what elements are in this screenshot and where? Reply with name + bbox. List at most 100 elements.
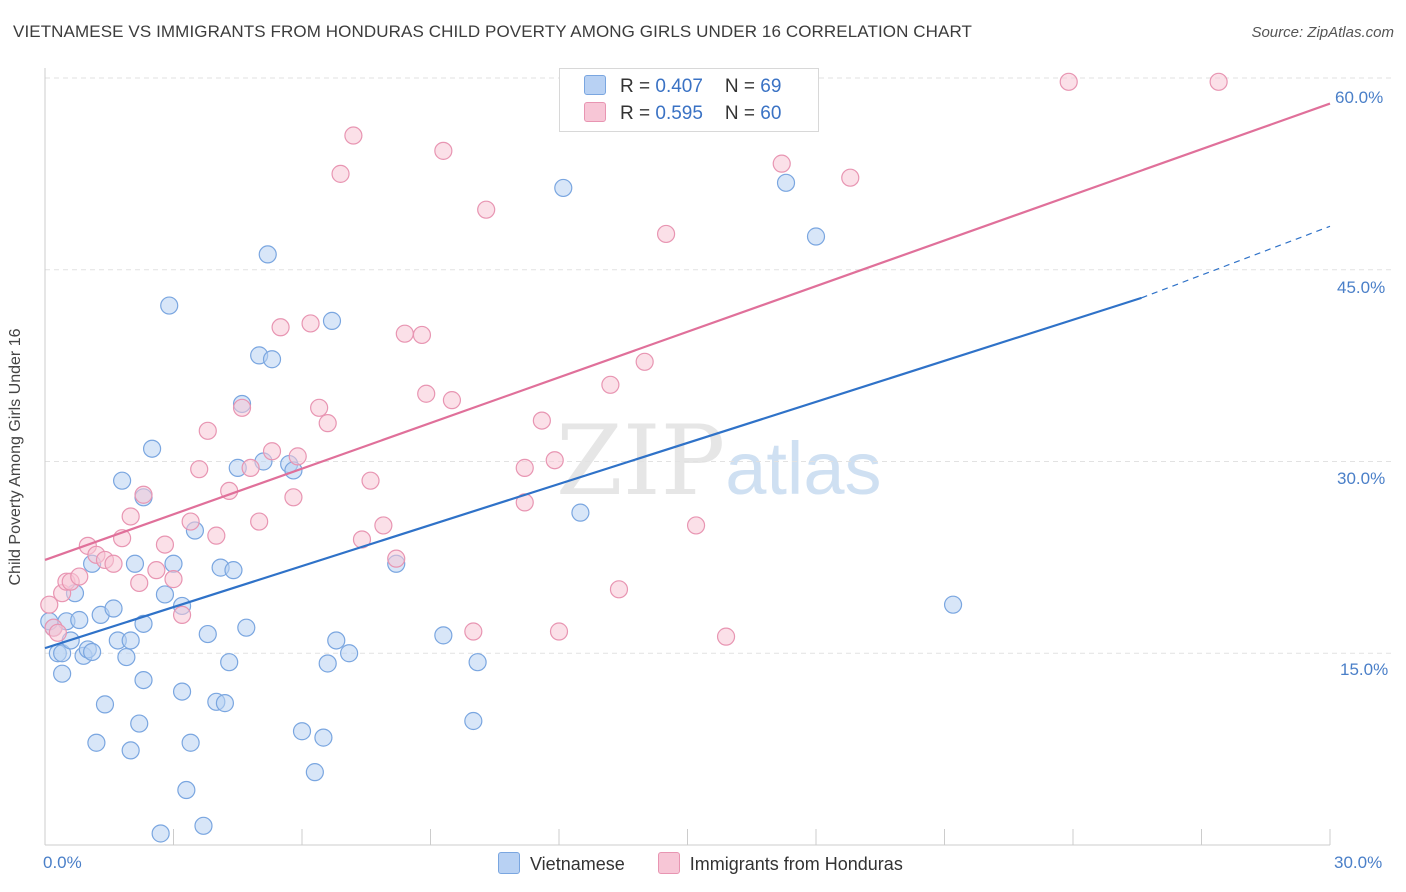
point-honduras xyxy=(164,570,183,589)
y-tick-label-15: 15.0% xyxy=(1340,660,1389,679)
point-honduras xyxy=(434,141,453,160)
point-honduras xyxy=(155,535,175,554)
point-vietnamese xyxy=(327,631,346,650)
legend-label-honduras: Immigrants from Honduras xyxy=(689,854,903,874)
point-honduras xyxy=(331,164,350,183)
point-vietnamese xyxy=(121,741,140,760)
point-honduras xyxy=(464,622,483,641)
point-honduras xyxy=(1059,72,1078,91)
point-honduras xyxy=(609,580,629,599)
point-honduras xyxy=(545,451,564,470)
point-vietnamese xyxy=(53,664,72,683)
point-honduras xyxy=(395,324,414,343)
point-honduras xyxy=(70,567,89,586)
point-honduras xyxy=(147,561,166,580)
point-honduras xyxy=(250,512,269,531)
point-vietnamese xyxy=(117,647,136,667)
legend-swatch-blue xyxy=(498,852,520,874)
point-honduras xyxy=(301,314,320,333)
point-honduras xyxy=(716,627,736,646)
point-vietnamese xyxy=(95,695,115,714)
point-honduras xyxy=(48,623,67,642)
y-tick-label-30: 30.0% xyxy=(1337,469,1386,488)
point-vietnamese xyxy=(220,653,239,672)
point-vietnamese xyxy=(468,653,487,672)
trendline-vietnamese xyxy=(44,296,1142,650)
point-vietnamese xyxy=(262,350,282,369)
point-honduras xyxy=(207,526,226,545)
legend-n-label: N = xyxy=(724,103,761,124)
point-honduras xyxy=(601,375,620,394)
legend-swatch-pink xyxy=(657,852,680,874)
trendline-honduras xyxy=(44,102,1331,561)
point-vietnamese xyxy=(160,296,179,315)
point-vietnamese xyxy=(53,644,72,663)
point-vietnamese xyxy=(198,624,217,644)
point-honduras xyxy=(442,391,462,410)
point-vietnamese xyxy=(258,245,277,264)
point-honduras xyxy=(284,488,303,507)
y-tick-label-45: 45.0% xyxy=(1337,278,1386,297)
legend-label-vietnamese: Vietnamese xyxy=(530,854,625,874)
point-honduras xyxy=(374,516,393,535)
legend-swatch-pink xyxy=(584,102,606,122)
legend-r-value: 0.595 xyxy=(655,103,703,124)
point-vietnamese xyxy=(292,722,312,741)
point-honduras xyxy=(635,352,654,371)
point-vietnamese xyxy=(224,561,243,580)
point-vietnamese xyxy=(322,311,342,330)
point-vietnamese xyxy=(177,780,196,800)
y-tick-label-60: 60.0% xyxy=(1335,88,1384,107)
point-vietnamese xyxy=(130,714,149,733)
watermark-atlas: atlas xyxy=(725,427,882,510)
legend-n-value: 69 xyxy=(760,76,782,97)
point-vietnamese xyxy=(112,471,132,490)
point-vietnamese xyxy=(125,554,145,573)
point-vietnamese xyxy=(181,733,200,752)
point-honduras xyxy=(190,460,209,479)
point-vietnamese xyxy=(318,654,337,673)
point-vietnamese xyxy=(155,585,175,604)
point-honduras xyxy=(686,516,706,535)
legend-swatch-blue xyxy=(584,75,606,95)
point-vietnamese xyxy=(571,503,590,522)
legend-n-value: 60 xyxy=(760,103,782,124)
point-honduras xyxy=(361,471,380,490)
point-honduras xyxy=(104,554,123,573)
point-honduras xyxy=(417,384,436,403)
point-vietnamese xyxy=(943,595,963,614)
point-vietnamese xyxy=(806,227,826,246)
legend-r-label: R = xyxy=(620,76,656,97)
legend-row-honduras: R = 0.595 N = 60 xyxy=(584,102,781,126)
legend-r-label: R = xyxy=(620,103,656,124)
point-vietnamese xyxy=(87,733,106,752)
point-honduras xyxy=(288,447,307,466)
point-vietnamese xyxy=(83,642,102,662)
point-honduras xyxy=(841,168,860,187)
point-honduras xyxy=(121,507,140,526)
point-honduras xyxy=(271,318,290,337)
series-legend: Vietnamese Immigrants from Honduras xyxy=(498,852,931,875)
legend-item-vietnamese: Vietnamese xyxy=(498,852,625,875)
point-honduras xyxy=(172,605,192,625)
point-vietnamese xyxy=(237,618,256,637)
point-honduras xyxy=(549,622,569,641)
source-label: Source: ZipAtlas.com xyxy=(1251,24,1394,41)
point-honduras xyxy=(130,573,149,593)
point-honduras xyxy=(532,411,551,430)
point-vietnamese xyxy=(134,670,153,690)
point-vietnamese xyxy=(121,631,140,650)
point-honduras xyxy=(181,512,200,531)
point-vietnamese xyxy=(151,824,170,843)
point-vietnamese xyxy=(305,763,324,782)
legend-row-vietnamese: R = 0.407 N = 69 xyxy=(584,75,781,99)
y-axis-title: Child Poverty Among Girls Under 16 xyxy=(7,328,24,586)
point-honduras xyxy=(134,485,153,504)
point-vietnamese xyxy=(554,178,573,198)
point-vietnamese xyxy=(70,610,89,630)
point-vietnamese xyxy=(194,816,213,835)
point-honduras xyxy=(318,414,337,433)
point-honduras xyxy=(344,126,363,145)
x-tick-label-30: 30.0% xyxy=(1334,853,1383,872)
